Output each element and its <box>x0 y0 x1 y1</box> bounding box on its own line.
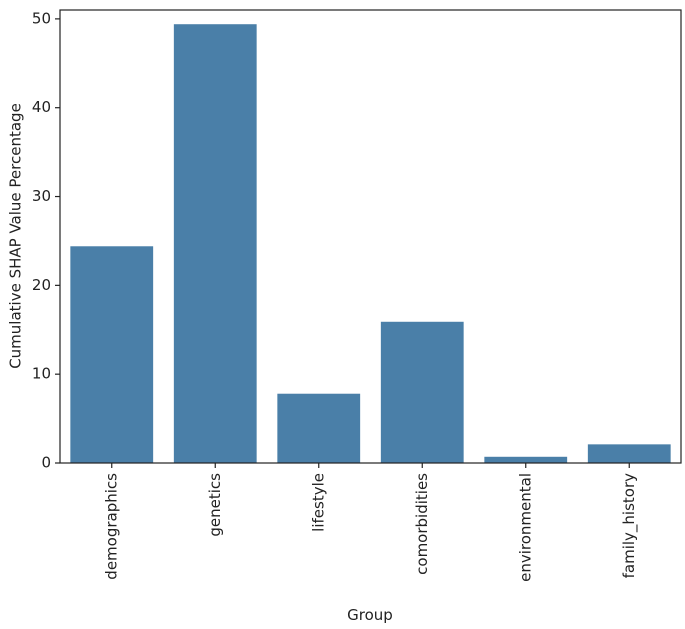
bar <box>380 321 464 463</box>
y-tick-label: 20 <box>32 276 51 294</box>
x-axis-label: Group <box>347 606 393 624</box>
x-tick-label: family_history <box>620 473 639 579</box>
y-tick-label: 10 <box>32 365 51 383</box>
x-tick-label: comorbidities <box>413 473 431 575</box>
y-axis-label: Cumulative SHAP Value Percentage <box>7 103 25 369</box>
x-tick-label: environmental <box>516 473 534 582</box>
bar <box>484 456 568 463</box>
y-tick-label: 30 <box>32 187 51 205</box>
y-tick-label: 50 <box>32 9 51 27</box>
bar <box>587 444 671 463</box>
x-tick-label: demographics <box>102 473 120 580</box>
bar <box>70 246 154 463</box>
y-tick-label: 0 <box>41 454 51 472</box>
bar <box>277 393 361 463</box>
bar <box>173 24 257 464</box>
x-tick-label: genetics <box>206 473 224 537</box>
x-tick-label: lifestyle <box>309 473 327 532</box>
plot-frame <box>59 9 682 464</box>
y-tick-label: 40 <box>32 98 51 116</box>
